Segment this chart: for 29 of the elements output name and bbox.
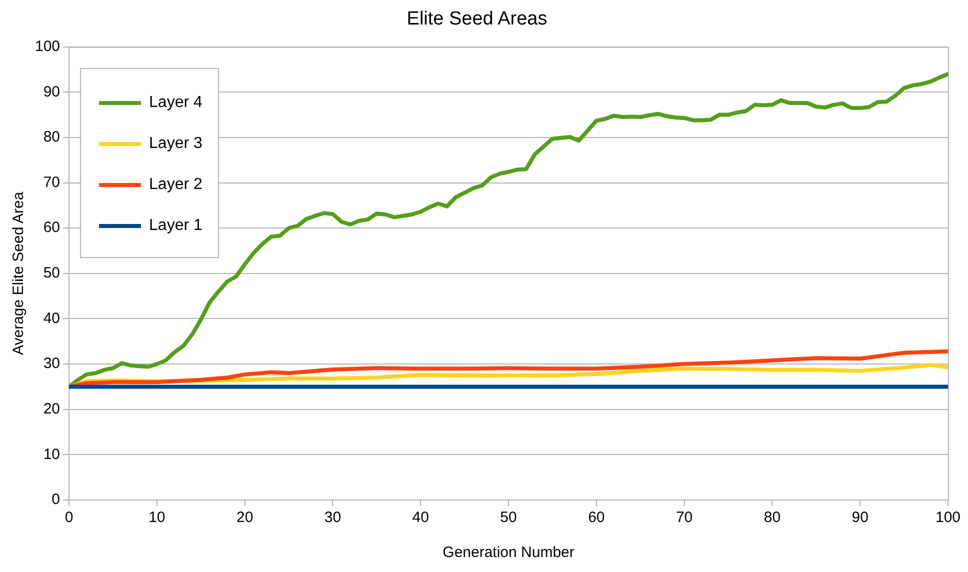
x-tick-label: 70 [676,509,693,526]
y-tick-label: 70 [43,174,60,191]
chart-title: Elite Seed Areas [406,8,548,30]
y-tick-label: 50 [43,264,60,282]
y-tick-label: 90 [43,83,60,100]
y-tick-label: 30 [43,355,60,372]
x-tick-label: 100 [935,509,961,526]
y-tick-label: 40 [43,310,60,327]
x-tick-label: 50 [500,509,517,526]
legend-label: Layer 2 [149,176,202,194]
legend-label: Layer 3 [149,135,202,154]
y-tick-label: 100 [34,38,60,55]
x-axis-title: Generation Number [442,544,574,562]
y-tick-label: 60 [43,219,60,236]
x-tick-label: 40 [412,509,429,526]
x-tick-label: 60 [588,509,605,526]
y-tick-label: 0 [52,491,60,508]
legend-label: Layer 4 [149,94,202,112]
x-tick-label: 80 [764,509,781,526]
y-tick-label: 80 [43,128,60,146]
x-tick-label: 30 [324,509,342,526]
x-tick-label: 20 [236,509,254,526]
legend-label: Layer 1 [149,217,202,236]
x-tick-label: 10 [148,509,166,526]
y-axis-title: Average Elite Seed Area [10,191,28,355]
x-tick-label: 0 [64,509,74,526]
y-tick-label: 20 [43,400,60,418]
x-tick-label: 90 [852,509,868,526]
y-tick-label: 10 [43,446,60,463]
